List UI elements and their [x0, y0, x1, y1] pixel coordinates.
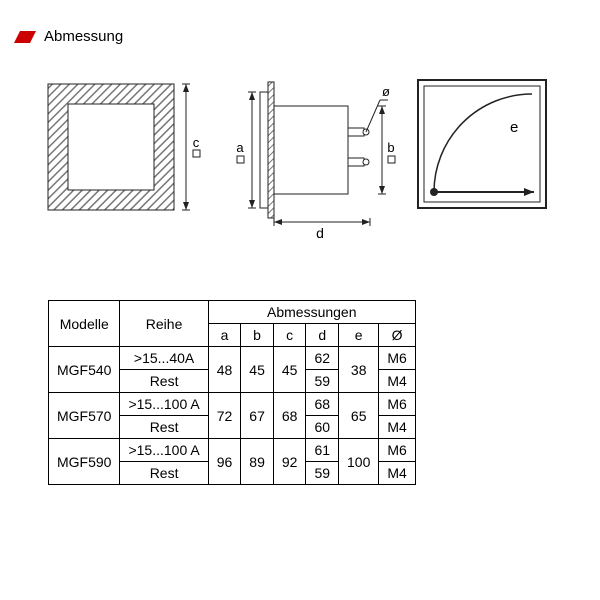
col-modelle: Modelle [49, 301, 120, 347]
dim-label-d: d [316, 225, 324, 241]
col-a: a [208, 324, 241, 347]
dim-label-b: b [387, 140, 394, 155]
dim-label-a: a [236, 140, 244, 155]
col-c: c [273, 324, 306, 347]
section-header: Abmessung [14, 28, 123, 45]
dim-label-phi: ø [382, 84, 390, 99]
skew-accent-icon [14, 31, 36, 43]
col-phi: Ø [379, 324, 415, 347]
dimensions-table: Modelle Reihe Abmessungen a b c d e Ø MG… [48, 300, 416, 485]
col-b: b [241, 324, 274, 347]
diagrams-row: c ø [40, 70, 560, 260]
col-e: e [339, 324, 379, 347]
dim-label-e: e [510, 119, 518, 136]
dim-label-c: c [193, 135, 200, 150]
col-reihe: Reihe [120, 301, 208, 347]
col-dims-header: Abmessungen [208, 301, 415, 324]
diagram-face: e [410, 70, 560, 223]
table-row: MGF540 >15...40A 48 45 45 62 38 M6 [49, 347, 416, 370]
diagram-front: c [40, 70, 210, 243]
diagram-side: ø a b d [220, 70, 400, 253]
table-row: MGF570 >15...100 A 72 67 68 68 65 M6 [49, 393, 416, 416]
table-row: MGF590 >15...100 A 96 89 92 61 100 M6 [49, 439, 416, 462]
section-title: Abmessung [44, 28, 123, 45]
col-d: d [306, 324, 339, 347]
